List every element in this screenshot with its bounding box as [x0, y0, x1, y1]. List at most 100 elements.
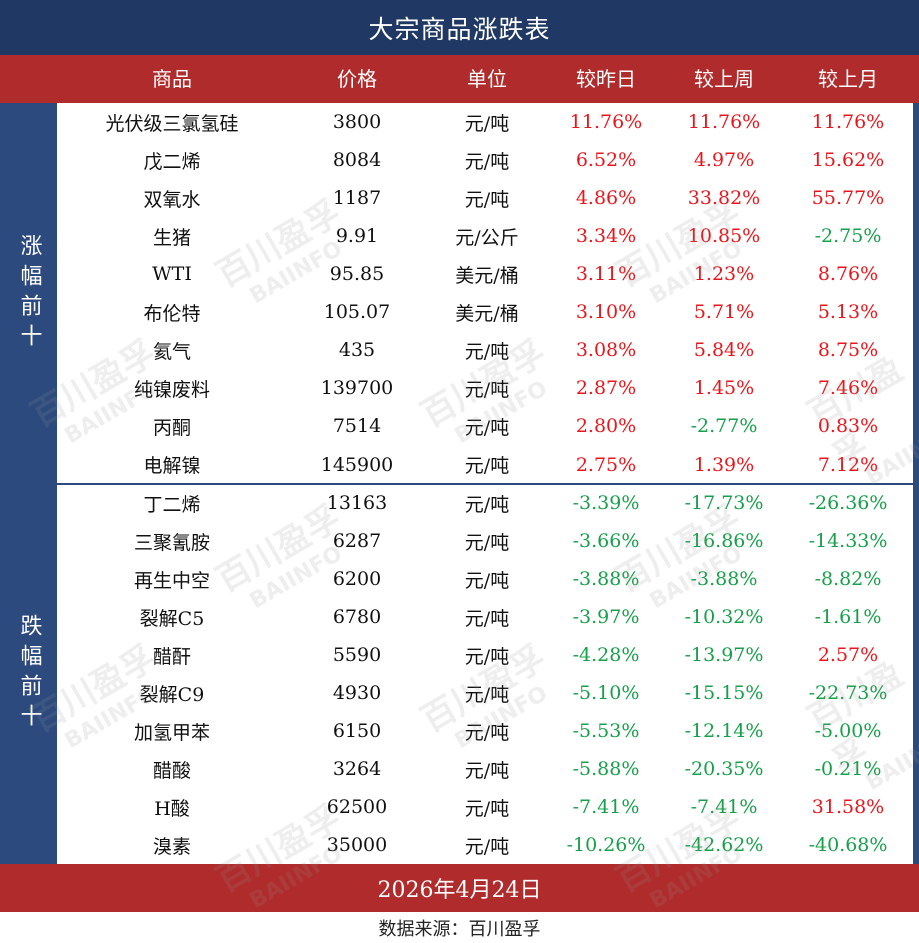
unit: 元/吨: [464, 455, 510, 477]
price: 6150: [332, 720, 382, 742]
change-vs-yesterday: -3.88%: [572, 568, 640, 590]
change-vs-yesterday: 11.76%: [569, 111, 643, 133]
table-row: 氦气 435 元/吨 3.08% 5.84% 8.75%: [57, 331, 913, 369]
unit: 元/吨: [464, 188, 510, 211]
change-vs-last-month: -22.73%: [808, 682, 888, 704]
unit: 元/吨: [464, 721, 510, 744]
price: 9.91: [335, 225, 379, 247]
price: 62500: [326, 796, 388, 818]
table-row: H酸 62500 元/吨 -7.41% -7.41% 31.58%: [57, 788, 913, 826]
change-vs-last-month: -14.33%: [808, 530, 888, 552]
price: 5590: [332, 644, 382, 666]
change-vs-last-week: 4.97%: [693, 149, 755, 171]
price: 8084: [332, 149, 382, 171]
change-vs-yesterday: -3.66%: [572, 530, 640, 552]
change-vs-last-week: -20.35%: [684, 758, 764, 780]
change-vs-last-week: -13.97%: [684, 644, 764, 666]
change-vs-last-week: -7.41%: [690, 796, 758, 818]
commodity-name: 布伦特: [143, 302, 201, 325]
change-vs-last-month: 5.13%: [817, 301, 879, 323]
table-row: 加氢甲苯 6150 元/吨 -5.53% -12.14% -5.00%: [57, 712, 913, 750]
change-vs-last-month: -26.36%: [808, 492, 888, 514]
table-row: 丙酮 7514 元/吨 2.80% -2.77% 0.83%: [57, 407, 913, 445]
change-vs-last-week: -16.86%: [684, 530, 764, 552]
price: 6200: [332, 568, 382, 590]
change-vs-last-month: -8.82%: [814, 568, 882, 590]
change-vs-yesterday: 3.10%: [575, 301, 637, 323]
change-vs-last-month: 15.62%: [811, 149, 885, 171]
table-row: 丁二烯 13163 元/吨 -3.39% -17.73% -26.36%: [57, 484, 913, 522]
table-row: 生猪 9.91 元/公斤 3.34% 10.85% -2.75%: [57, 217, 913, 255]
commodity-name: 纯镍废料: [133, 378, 210, 401]
change-vs-last-month: 55.77%: [811, 187, 885, 209]
change-vs-last-week: 1.39%: [693, 453, 755, 476]
column-header-row: 商品 价格 单位 较昨日 较上周 较上月: [0, 55, 919, 103]
unit: 元/吨: [464, 759, 510, 782]
table-row: 三聚氰胺 6287 元/吨 -3.66% -16.86% -14.33%: [57, 522, 913, 560]
table-title: 大宗商品涨跌表: [0, 0, 919, 55]
commodity-name: WTI: [152, 263, 192, 285]
commodity-name: 电解镍: [143, 455, 201, 477]
price: 139700: [320, 377, 394, 399]
change-vs-yesterday: 2.80%: [575, 415, 637, 437]
price: 7514: [332, 415, 382, 437]
table-row: 裂解C5 6780 元/吨 -3.97% -10.32% -1.61%: [57, 598, 913, 636]
unit: 美元/桶: [455, 264, 519, 287]
fall-group-label: 跌幅前十: [16, 614, 42, 734]
change-vs-yesterday: -7.41%: [572, 796, 640, 818]
change-vs-yesterday: 2.75%: [575, 453, 637, 476]
change-vs-yesterday: 3.11%: [575, 263, 637, 285]
commodity-name: 醋酸: [152, 759, 191, 782]
change-vs-last-month: -1.61%: [814, 606, 882, 628]
change-vs-last-week: -17.73%: [684, 492, 764, 514]
change-vs-last-week: 11.76%: [687, 111, 761, 133]
header-price: 价格: [337, 67, 377, 91]
group-divider: [57, 483, 919, 485]
commodity-name: 丙酮: [152, 416, 191, 439]
commodity-name: 再生中空: [133, 569, 210, 592]
price: 35000: [326, 834, 388, 856]
commodity-name: 醋酐: [152, 645, 191, 668]
change-vs-last-week: 33.82%: [687, 187, 761, 209]
price: 6287: [332, 530, 382, 552]
change-vs-last-month: 0.83%: [817, 415, 879, 437]
unit: 元/吨: [464, 683, 510, 706]
change-vs-yesterday: -3.97%: [572, 606, 640, 628]
change-vs-yesterday: -5.88%: [572, 758, 640, 780]
change-vs-last-week: 1.23%: [693, 263, 755, 285]
table-row: 再生中空 6200 元/吨 -3.88% -3.88% -8.82%: [57, 560, 913, 598]
unit: 美元/桶: [455, 302, 519, 325]
price: 105.07: [323, 301, 391, 323]
change-vs-yesterday: -10.26%: [566, 834, 646, 856]
change-vs-yesterday: 3.08%: [575, 339, 637, 361]
commodity-name: 生猪: [152, 226, 191, 249]
price: 13163: [326, 492, 388, 514]
commodity-name: 加氢甲苯: [133, 721, 210, 744]
table-right-border: [913, 103, 919, 864]
commodity-name: 溴素: [152, 835, 191, 858]
change-vs-yesterday: -5.10%: [572, 682, 640, 704]
table-row: 溴素 35000 元/吨 -10.26% -42.62% -40.68%: [57, 826, 913, 864]
change-vs-last-month: 7.12%: [817, 453, 879, 476]
unit: 元/吨: [464, 835, 510, 858]
price: 95.85: [329, 263, 385, 285]
price: 4930: [332, 682, 382, 704]
price: 1187: [332, 187, 382, 209]
unit: 元/吨: [464, 416, 510, 439]
rise-group-panel: 涨幅前十: [0, 103, 57, 484]
commodity-name: 戊二烯: [143, 150, 201, 173]
change-vs-last-month: -5.00%: [814, 720, 882, 742]
change-vs-last-week: 10.85%: [687, 225, 761, 247]
unit: 元/吨: [464, 150, 510, 173]
table-row: 醋酸 3264 元/吨 -5.88% -20.35% -0.21%: [57, 750, 913, 788]
change-vs-yesterday: 3.34%: [575, 225, 637, 247]
table-row: 纯镍废料 139700 元/吨 2.87% 1.45% 7.46%: [57, 369, 913, 407]
header-unit: 单位: [467, 67, 507, 91]
header-vs-last-week: 较上周: [694, 67, 754, 91]
price: 145900: [320, 453, 394, 476]
commodity-name: H酸: [154, 797, 190, 820]
change-vs-last-month: 7.46%: [817, 377, 879, 399]
commodity-name: 光伏级三氯氢硅: [105, 112, 239, 135]
change-vs-yesterday: 6.52%: [575, 149, 637, 171]
unit: 元/吨: [464, 340, 510, 363]
